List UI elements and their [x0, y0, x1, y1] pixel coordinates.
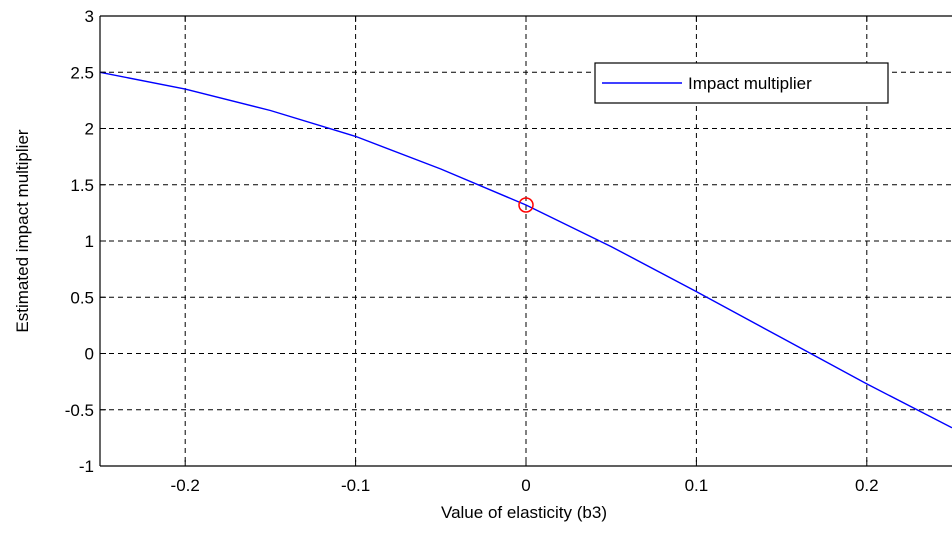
y-tick-label: 0	[85, 345, 94, 364]
y-tick-label: 2.5	[70, 63, 94, 82]
x-tick-label: 0	[521, 476, 530, 495]
y-tick-label: 2	[85, 120, 94, 139]
y-tick-label: 1.5	[70, 176, 94, 195]
legend: Impact multiplier	[594, 62, 889, 104]
highlight-marker	[518, 197, 534, 213]
x-tick-label: -0.2	[171, 476, 200, 495]
x-tick-label: 0.1	[685, 476, 709, 495]
y-tick-label: 1	[85, 232, 94, 251]
series-line	[99, 71, 952, 429]
y-tick-label: -0.5	[65, 401, 94, 420]
y-tick-label: 0.5	[70, 288, 94, 307]
x-axis-label: Value of elasticity (b3)	[441, 503, 607, 522]
y-tick-label: 3	[85, 7, 94, 26]
legend-entry: Impact multiplier	[688, 74, 812, 93]
ticks: -0.2 -0.1 0 0.1 0.2 -1 -0.5 0 0.5 1 1.5 2 2.5 3	[65, 7, 879, 495]
x-tick-label: 0.2	[855, 476, 879, 495]
plot-area	[99, 71, 952, 429]
y-axis-label: Estimated impact multiplier	[13, 129, 32, 332]
y-tick-label: -1	[79, 457, 94, 476]
x-tick-label: -0.1	[341, 476, 370, 495]
